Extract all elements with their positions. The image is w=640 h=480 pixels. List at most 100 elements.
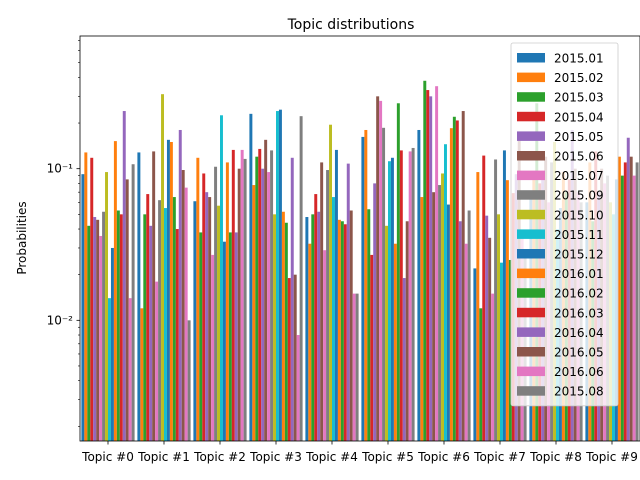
bar-topic-3-2016-05 xyxy=(293,274,297,441)
bar-topic-0-2016-03 xyxy=(119,214,123,441)
bar-topic-6-2015-05 xyxy=(429,96,433,441)
legend-label: 2015.12 xyxy=(554,248,604,262)
bar-topic-4-2016-04 xyxy=(346,163,350,441)
legend-swatch xyxy=(517,268,545,279)
bar-topic-0-2016-04 xyxy=(122,111,126,441)
bar-topic-3-2015-07 xyxy=(267,172,271,441)
bar-topic-4-2015-07 xyxy=(323,250,327,441)
bar-topic-2-2015-05 xyxy=(205,192,209,441)
bar-topic-0-2016-01 xyxy=(113,141,117,442)
legend-label: 2015.01 xyxy=(554,52,604,66)
bar-topic-0-2016-05 xyxy=(125,179,129,441)
bar-topic-2-2015-07 xyxy=(211,254,215,441)
legend-label: 2016.06 xyxy=(554,365,604,379)
bar-topic-1-2015-06 xyxy=(152,151,156,441)
bar-topic-5-2016-03 xyxy=(399,150,403,441)
x-axis: Topic #0 Topic #1 Topic #2 Topic #3 Topic #4… xyxy=(81,441,638,464)
legend-swatch xyxy=(517,229,545,239)
bar-topic-2-2016-06 xyxy=(240,149,244,441)
bar-topic-0-2015-02 xyxy=(84,152,88,441)
bar-topic-9-2016-02 xyxy=(620,175,624,441)
bar-topic-0-2015-11 xyxy=(108,298,111,441)
bar-topic-4-2016-05 xyxy=(349,210,353,441)
bar-topic-6-2015-01 xyxy=(417,129,421,442)
bar-topic-4-2015-11 xyxy=(332,197,335,441)
x-tick-label: Topic #8 xyxy=(529,450,582,464)
bar-topic-4-2015-06 xyxy=(320,162,324,441)
bar-topic-7-2015-10 xyxy=(497,214,500,441)
plot-frame xyxy=(79,35,640,442)
bar-topic-6-2016-05 xyxy=(461,111,465,441)
bar-topic-5-2015-12 xyxy=(390,157,394,442)
legend-swatch xyxy=(517,170,545,181)
legend-swatch xyxy=(517,131,545,141)
bar-topic-6-2015-02 xyxy=(420,197,424,441)
legend-swatch xyxy=(517,386,545,396)
bar-topic-4-2015-04 xyxy=(314,194,318,441)
bar-topic-2-2016-02 xyxy=(228,232,232,441)
bar-topic-7-2015-12 xyxy=(502,150,506,441)
bar-topic-5-2015-10 xyxy=(385,225,388,441)
bar-topic-6-2015-11 xyxy=(444,144,447,441)
legend-swatch xyxy=(517,366,545,377)
bar-topic-5-2015-07 xyxy=(379,100,383,441)
bar-topic-4-2015-02 xyxy=(308,243,312,441)
bar-topic-3-2015-10 xyxy=(273,214,276,441)
legend-swatch xyxy=(517,190,545,200)
bar-topic-7-2015-02 xyxy=(476,172,480,441)
bar-topic-3-2015-11 xyxy=(276,111,279,441)
legend-label: 2015.11 xyxy=(554,228,604,242)
bar-topic-3-2016-04 xyxy=(290,157,294,442)
legend-label: 2015.05 xyxy=(554,130,604,144)
bar-topic-3-2015-08 xyxy=(299,116,303,442)
legend-label: 2016.01 xyxy=(554,267,604,281)
bar-topic-7-2015-04 xyxy=(482,155,486,441)
legend: 2015.01 2015.02 2015.03 2015.04 2015.05 2015.… xyxy=(510,42,619,407)
bar-topic-2-2015-09 xyxy=(214,166,218,442)
legend-swatch xyxy=(517,327,545,337)
legend-swatch xyxy=(517,347,545,357)
bar-topic-0-2015-06 xyxy=(96,219,100,441)
legend-swatch xyxy=(517,111,545,122)
x-tick-label: Topic #7 xyxy=(473,450,526,464)
bar-topic-1-2016-06 xyxy=(184,187,188,441)
bar-topic-9-2016-03 xyxy=(623,162,627,441)
x-tick-label: Topic #2 xyxy=(193,450,246,464)
bar-topic-5-2015-01 xyxy=(361,136,365,442)
bar-topic-7-2015-09 xyxy=(494,159,498,442)
x-tick-label: Topic #1 xyxy=(137,450,190,464)
bar-topic-1-2015-04 xyxy=(146,194,150,441)
bar-topic-6-2016-04 xyxy=(458,221,462,441)
legend-label: 2015.08 xyxy=(554,385,604,399)
bar-topic-2-2015-11 xyxy=(220,115,223,441)
bar-topic-3-2015-04 xyxy=(258,148,262,442)
legend-label: 2015.06 xyxy=(554,150,604,164)
bar-topic-1-2015-08 xyxy=(187,320,191,441)
bar-topic-0-2015-04 xyxy=(90,157,94,442)
bar-topic-5-2016-04 xyxy=(402,278,406,441)
bar-topic-2-2015-04 xyxy=(202,173,206,441)
bar-topic-2-2016-03 xyxy=(231,149,235,441)
bar-topic-6-2015-12 xyxy=(446,204,450,441)
bar-topic-1-2015-03 xyxy=(143,214,147,441)
bar-topic-2-2016-04 xyxy=(234,232,238,441)
bar-topic-5-2015-04 xyxy=(370,254,374,441)
legend-label: 2015.04 xyxy=(554,110,604,124)
bar-topic-5-2016-02 xyxy=(396,103,400,441)
bar-topic-6-2015-07 xyxy=(435,86,439,441)
bar-topic-2-2016-01 xyxy=(225,162,229,441)
legend-swatch xyxy=(517,288,545,298)
bar-topic-3-2016-01 xyxy=(281,211,285,441)
bar-topic-1-2015-09 xyxy=(158,200,162,441)
bar-topic-5-2016-05 xyxy=(405,221,409,441)
bar-topic-6-2015-10 xyxy=(441,173,444,441)
bar-topic-9-2016-05 xyxy=(629,156,633,441)
bar-topic-1-2015-10 xyxy=(161,94,164,442)
bar-topic-2-2015-01 xyxy=(193,201,197,441)
bar-topic-7-2015-03 xyxy=(479,308,483,441)
bar-topic-5-2015-09 xyxy=(382,127,386,441)
bar-topic-9-2016-06 xyxy=(632,175,636,441)
bar-topic-9-2016-01 xyxy=(617,156,621,441)
bar-topic-5-2015-03 xyxy=(367,209,371,441)
bar-topic-9-2015-08 xyxy=(635,162,639,441)
